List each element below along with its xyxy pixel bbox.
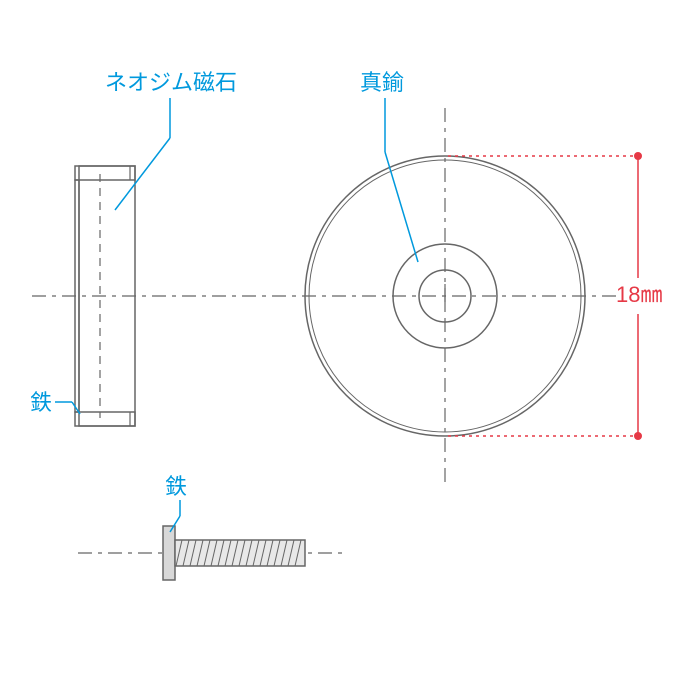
leader-iron-screw: 鉄 (165, 474, 187, 532)
technical-drawing: ネオジム磁石 真鍮 鉄 鉄 18㎜ (0, 0, 700, 700)
screw-view (78, 526, 342, 580)
leader-brass: 真鍮 (360, 70, 418, 262)
dimension-value: 18㎜ (616, 282, 662, 307)
leader-neodymium: ネオジム磁石 (105, 70, 237, 210)
label-brass: 真鍮 (360, 70, 404, 95)
label-neodymium: ネオジム磁石 (105, 70, 237, 95)
leader-iron-side: 鉄 (30, 390, 80, 415)
label-iron-screw: 鉄 (165, 474, 187, 499)
label-iron-side: 鉄 (30, 390, 52, 415)
